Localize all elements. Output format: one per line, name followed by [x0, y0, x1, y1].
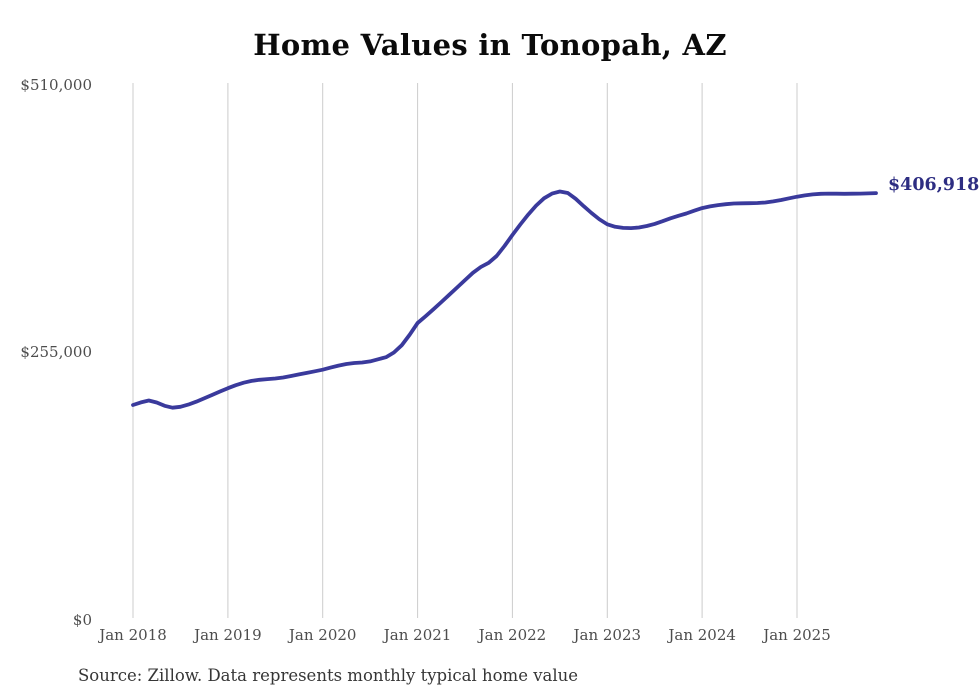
x-axis-tick-label: Jan 2018: [99, 626, 167, 644]
source-note: Source: Zillow. Data represents monthly …: [78, 666, 579, 685]
x-axis-tick-label: Jan 2025: [763, 626, 831, 644]
home-value-line-series: [131, 189, 878, 410]
x-axis-tick-label: Jan 2024: [668, 626, 736, 644]
y-axis-tick-0: $0: [72, 611, 92, 629]
y-axis-tick-510000: $510,000: [20, 76, 92, 94]
x-axis-tick-label: Jan 2019: [194, 626, 262, 644]
x-axis-tick-label: Jan 2023: [573, 626, 642, 644]
x-axis-tick-label: Jan 2021: [383, 626, 452, 644]
latest-value-label: $406,918: [888, 175, 980, 195]
chart-title: Home Values in Tonopah, AZ: [253, 28, 727, 62]
x-axis-tick-label: Jan 2022: [478, 626, 547, 644]
x-axis-tick-label: Jan 2020: [288, 626, 357, 644]
gridlines: [132, 83, 798, 618]
y-axis-tick-255000: $255,000: [20, 343, 92, 361]
